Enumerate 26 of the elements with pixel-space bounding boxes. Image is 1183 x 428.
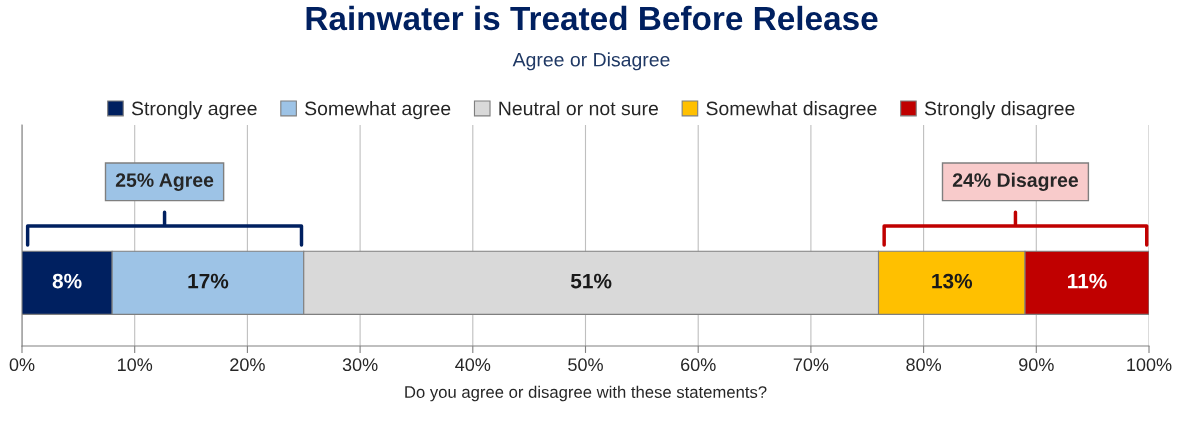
x-tick-label: 40% [455,358,491,372]
text: 25% Agree [115,173,214,191]
chart-subtitle: Agree or Disagree [512,52,670,71]
data-label: 13% [932,273,973,289]
data-label: 11% [1068,273,1107,289]
legend-label: Strongly disagree [924,101,1075,120]
x-tick-label: 90% [1019,358,1054,372]
legend-label: Strongly agree [131,101,257,120]
x-tick-label: 30% [342,358,378,372]
x-tick-label: 0% [9,358,35,372]
x-tick-label: 80% [906,358,942,372]
data-label: 8% [52,273,82,289]
x-tick-label: 70% [793,358,829,372]
x-tick-label: 50% [568,358,603,372]
legend-label: Neutral or not sure [499,101,658,116]
legend-label: Somewhat agree [305,101,451,120]
x-tick-label: 100% [1127,358,1172,372]
text: 24% Disagree [952,172,1079,191]
x-tick-label: 60% [681,358,716,372]
x-tick-label: 10% [118,358,153,372]
legend-label: Somewhat disagree [706,101,877,120]
chart-title: Rainwater is Treated Before Release [306,5,878,31]
data-label: 17% [188,273,229,289]
x-tick-label: 20% [230,358,265,372]
data-label: 51% [570,273,612,289]
x-axis-title: Do you agree or disagree with these statements? [405,385,767,402]
